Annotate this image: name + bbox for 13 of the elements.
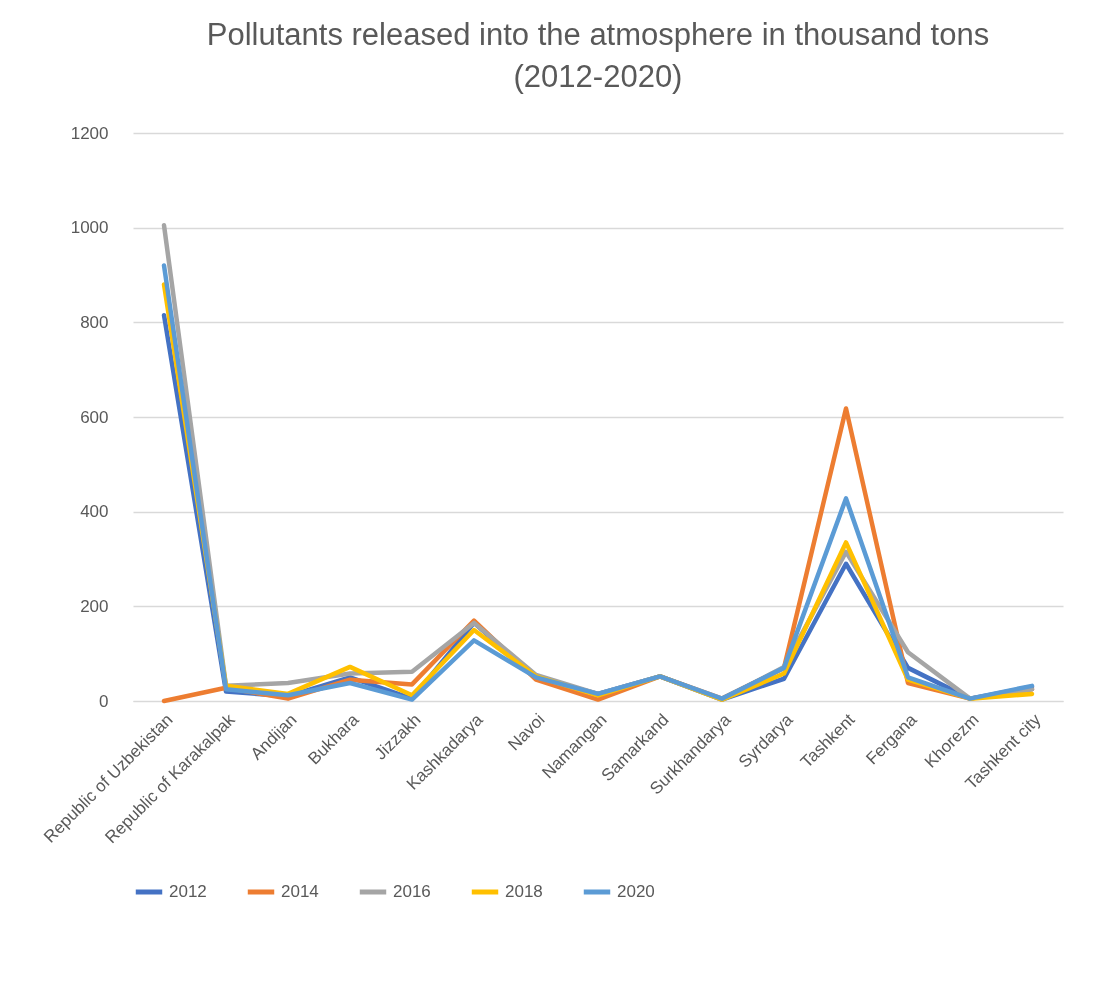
legend-label: 2018 [505, 882, 543, 901]
legend-label: 2016 [393, 882, 431, 901]
legend-label: 2014 [281, 882, 319, 901]
y-tick-label: 1000 [70, 218, 109, 238]
y-tick-label: 1200 [70, 123, 109, 143]
y-tick-label: 600 [80, 407, 109, 427]
y-tick-label: 200 [80, 596, 109, 616]
chart-title: Pollutants released into the atmosphere in thousand tons (2012-2020) [206, 17, 990, 94]
y-tick-label: 800 [80, 312, 109, 332]
legend-label: 2012 [169, 882, 207, 901]
legend-label: 2020 [617, 882, 655, 901]
y-tick-label: 0 [99, 691, 109, 711]
y-tick-label: 400 [80, 502, 109, 522]
